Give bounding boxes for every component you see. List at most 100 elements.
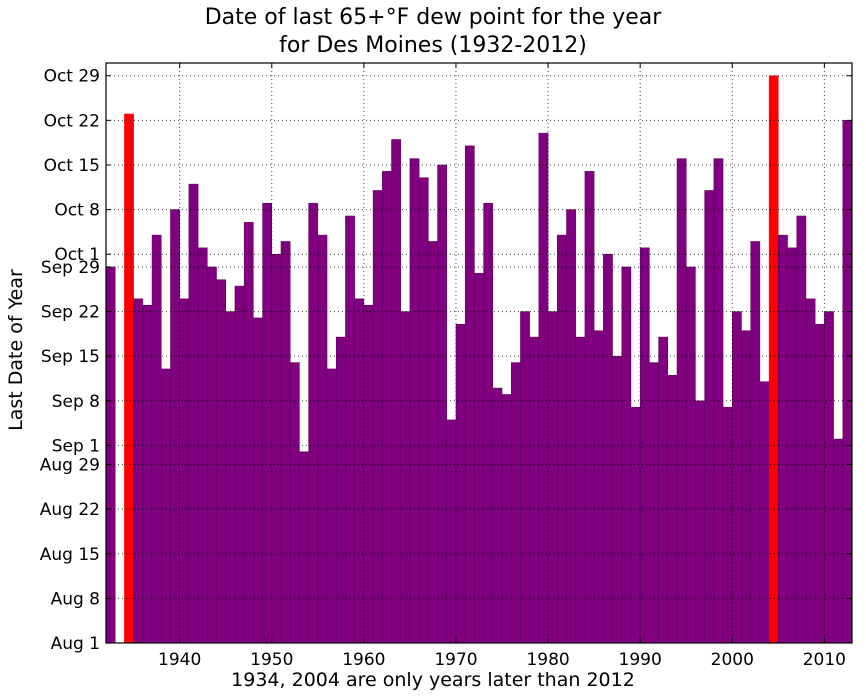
chart-title: Date of last 65+°F dew point for the yea… bbox=[204, 5, 662, 30]
bar bbox=[520, 311, 530, 644]
y-tick-label: Oct 15 bbox=[44, 156, 100, 176]
y-tick-label: Oct 1 bbox=[54, 245, 100, 265]
bar bbox=[271, 253, 282, 644]
bar bbox=[133, 298, 144, 644]
y-tick-label: Sep 1 bbox=[52, 436, 100, 456]
bar bbox=[630, 406, 641, 644]
y-tick-label: Aug 29 bbox=[40, 456, 100, 476]
bar bbox=[253, 317, 263, 644]
y-tick-label: Oct 8 bbox=[54, 201, 100, 221]
bar bbox=[814, 324, 825, 644]
bar bbox=[418, 177, 429, 644]
plot-frame bbox=[105, 62, 853, 644]
x-tick-label: 1990 bbox=[619, 650, 662, 670]
bar bbox=[842, 120, 853, 644]
bar bbox=[225, 311, 236, 644]
bar bbox=[464, 145, 475, 644]
x-tick-label: 1960 bbox=[342, 650, 385, 670]
bar bbox=[363, 304, 374, 644]
y-tick-label: Sep 29 bbox=[41, 258, 100, 278]
bar bbox=[345, 215, 355, 644]
x-tick-label: 2000 bbox=[711, 650, 754, 670]
bar bbox=[796, 215, 807, 644]
bar bbox=[529, 336, 540, 644]
chart-subtitle: for Des Moines (1932-2012) bbox=[279, 33, 587, 58]
bar bbox=[566, 209, 576, 644]
bar bbox=[667, 375, 678, 644]
bar bbox=[603, 253, 613, 644]
x-tick-label: 1950 bbox=[250, 650, 293, 670]
bar bbox=[391, 139, 401, 644]
bar bbox=[216, 279, 226, 644]
bar bbox=[280, 241, 291, 644]
x-tick-label: 1970 bbox=[434, 650, 477, 670]
bar bbox=[547, 311, 558, 644]
bar bbox=[428, 241, 438, 644]
bar bbox=[778, 234, 788, 644]
bar bbox=[732, 311, 742, 644]
y-tick-label: Oct 22 bbox=[44, 111, 100, 131]
bar bbox=[372, 190, 383, 644]
bar bbox=[704, 190, 715, 644]
bar bbox=[833, 438, 844, 644]
bar bbox=[649, 362, 659, 644]
bar bbox=[722, 406, 733, 644]
bar bbox=[695, 400, 705, 644]
bar bbox=[446, 419, 457, 644]
x-axis-label: 1934, 2004 are only years later than 201… bbox=[231, 669, 635, 691]
bar bbox=[759, 381, 770, 644]
bar bbox=[289, 362, 300, 644]
bar bbox=[105, 266, 116, 644]
bar bbox=[750, 241, 761, 644]
highlight-bar bbox=[124, 113, 134, 644]
bar bbox=[787, 247, 797, 644]
bar bbox=[658, 336, 669, 644]
bar bbox=[179, 298, 190, 644]
bar bbox=[299, 451, 309, 644]
bar bbox=[639, 247, 650, 644]
bar bbox=[326, 368, 337, 644]
bar bbox=[455, 324, 466, 644]
y-tick-label: Sep 15 bbox=[41, 347, 100, 367]
bar bbox=[557, 234, 567, 644]
bar bbox=[188, 183, 199, 644]
bar bbox=[584, 171, 595, 644]
bar bbox=[243, 222, 254, 644]
bar bbox=[492, 387, 503, 644]
bar bbox=[335, 336, 346, 644]
highlight-bar bbox=[768, 75, 779, 644]
y-axis-label: Last Date of Year bbox=[5, 269, 27, 431]
bar bbox=[741, 330, 751, 644]
x-tick-label: 1940 bbox=[158, 650, 201, 670]
bar bbox=[474, 273, 484, 644]
y-tick-label: Sep 22 bbox=[41, 303, 100, 323]
bar bbox=[354, 298, 365, 644]
x-tick-label: 1980 bbox=[526, 650, 569, 670]
bar bbox=[308, 202, 319, 644]
bar bbox=[575, 336, 586, 644]
bar bbox=[621, 266, 632, 644]
bar bbox=[612, 355, 623, 644]
bar bbox=[501, 394, 512, 644]
y-tick-label: Oct 29 bbox=[44, 67, 100, 87]
bar bbox=[170, 209, 180, 644]
y-tick-label: Aug 8 bbox=[51, 589, 100, 609]
bar bbox=[382, 171, 392, 644]
bar bbox=[262, 202, 273, 644]
bar bbox=[437, 164, 448, 644]
bar bbox=[685, 266, 696, 644]
y-tick-label: Aug 1 bbox=[51, 634, 100, 654]
x-tick-label: 2010 bbox=[803, 650, 846, 670]
bar bbox=[805, 298, 816, 644]
bar bbox=[510, 362, 521, 644]
bar bbox=[161, 368, 171, 644]
bar bbox=[824, 311, 834, 644]
bar bbox=[317, 234, 328, 644]
bar bbox=[593, 330, 604, 644]
bar bbox=[151, 234, 162, 644]
y-tick-label: Sep 8 bbox=[52, 392, 100, 412]
bar bbox=[400, 311, 411, 644]
bar bbox=[207, 266, 217, 644]
y-tick-label: Aug 15 bbox=[40, 545, 100, 565]
y-tick-label: Aug 22 bbox=[40, 500, 100, 520]
